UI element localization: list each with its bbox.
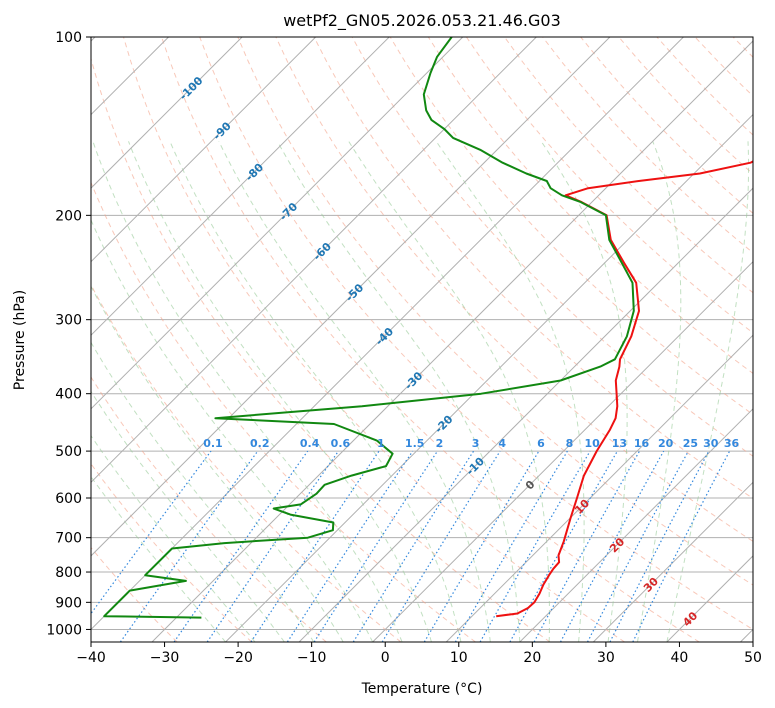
moist-adiabat (276, 141, 521, 642)
isotherm (445, 334, 753, 642)
isotherm (592, 481, 753, 642)
y-tick-label: 700 (55, 531, 82, 547)
mixing-ratio-line (286, 450, 414, 642)
y-tick-label: 200 (55, 208, 82, 224)
chart-title: wetPf2_GN05.2026.053.21.46.G03 (283, 11, 561, 31)
isotherm (298, 187, 753, 642)
x-tick-label: −30 (150, 650, 180, 666)
mixing-ratio-label: 13 (612, 437, 627, 450)
axis-ticks: −40 −30 −20 −10 0 10 20 30 40 5010020030040050060… (46, 30, 762, 666)
mixing-ratio-line (352, 450, 475, 642)
temperature-profile (496, 160, 753, 618)
x-tick-label: 0 (381, 650, 390, 666)
isotherm (91, 37, 390, 336)
mixing-ratio-label: 10 (584, 437, 600, 450)
mixing-ratio-label: 30 (703, 437, 719, 450)
mixing-ratio-label: 1.5 (405, 437, 425, 450)
isotherm (91, 37, 243, 189)
mixing-ratio-label: 25 (683, 437, 698, 450)
y-tick-label: 100 (55, 30, 82, 46)
mixing-ratio-line (533, 450, 641, 642)
data-series (103, 37, 753, 619)
x-axis-label: Temperature (°C) (361, 681, 483, 697)
moist-adiabat (348, 141, 550, 642)
mixing-ratio-line (250, 450, 380, 642)
mixing-ratio-label: 1 (377, 437, 385, 450)
mixing-ratio-label: 0.1 (203, 437, 223, 450)
y-tick-label: 400 (55, 387, 82, 403)
dry-adiabat (123, 37, 625, 642)
x-tick-label: 20 (523, 650, 541, 666)
isotherm (91, 37, 611, 557)
moist-adiabat (91, 218, 374, 642)
isotherm (372, 260, 753, 642)
dry-adiabat (504, 37, 753, 294)
mixing-ratio-line (559, 450, 665, 642)
moist-adiabat (637, 141, 682, 642)
y-axis-label: Pressure (hPa) (12, 290, 28, 390)
moist-adiabat (540, 141, 628, 642)
moist-adiabat (169, 141, 462, 642)
moist-adiabat (666, 141, 750, 642)
mixing-ratio-line (91, 450, 212, 615)
plot-frame (90, 36, 754, 643)
dewpoint-profile (103, 37, 635, 619)
isotherm (519, 408, 753, 642)
y-tick-label: 900 (55, 595, 82, 611)
x-tick-label: −10 (297, 650, 327, 666)
mixing-ratio-line (206, 450, 339, 642)
mixing-ratio-label: 4 (498, 437, 506, 450)
mixing-ratio-label: 16 (634, 437, 650, 450)
x-tick-label: 30 (597, 650, 615, 666)
moist-adiabat (128, 141, 432, 642)
mixing-ratio-line (632, 450, 731, 642)
isotherm (225, 113, 753, 642)
y-tick-label: 300 (55, 313, 82, 329)
dry-adiabat (199, 37, 753, 630)
mixing-ratio-label: 2 (436, 437, 444, 450)
moist-adiabat (91, 285, 344, 642)
dry-adiabat (91, 376, 327, 642)
isotherm (91, 37, 464, 410)
dry-adiabat (91, 463, 253, 642)
mixing-ratio-line (173, 450, 309, 642)
mixing-ratio-label: 20 (658, 437, 674, 450)
mixing-ratio-label: 6 (537, 437, 545, 450)
dry-adiabat (427, 37, 753, 375)
moist-adiabat (91, 341, 315, 642)
x-tick-label: 40 (671, 650, 689, 666)
mixing-ratio-label: 0.6 (331, 437, 351, 450)
mixing-ratio-label: 8 (566, 437, 574, 450)
isotherm (91, 37, 317, 263)
y-tick-label: 500 (55, 444, 82, 460)
y-tick-label: 1000 (46, 622, 82, 638)
x-tick-label: 50 (744, 650, 762, 666)
y-tick-label: 800 (55, 565, 82, 581)
mixing-ratio-line (509, 450, 618, 642)
mixing-ratio-label: 36 (724, 437, 740, 450)
mixing-ratio-label: 0.2 (250, 437, 270, 450)
dry-adiabat (91, 181, 476, 642)
x-tick-label: 10 (450, 650, 468, 666)
dry-adiabat (237, 37, 753, 586)
x-tick-label: −20 (223, 650, 253, 666)
mixing-ratio-line (381, 450, 501, 642)
isotherm (91, 37, 537, 484)
moist-adiabat (218, 141, 491, 642)
dry-adiabat (91, 56, 551, 642)
mixing-ratio-line (313, 450, 438, 642)
isotherm (91, 37, 684, 631)
plot-background-lines (91, 37, 753, 642)
y-tick-label: 600 (55, 491, 82, 507)
mixing-ratio-line (119, 450, 259, 642)
mixing-ratio-label: 3 (472, 437, 480, 450)
x-tick-label: −40 (76, 650, 106, 666)
dry-adiabat (91, 546, 178, 642)
dry-adiabat (389, 37, 753, 416)
mixing-ratio-label: 0.4 (300, 437, 320, 450)
